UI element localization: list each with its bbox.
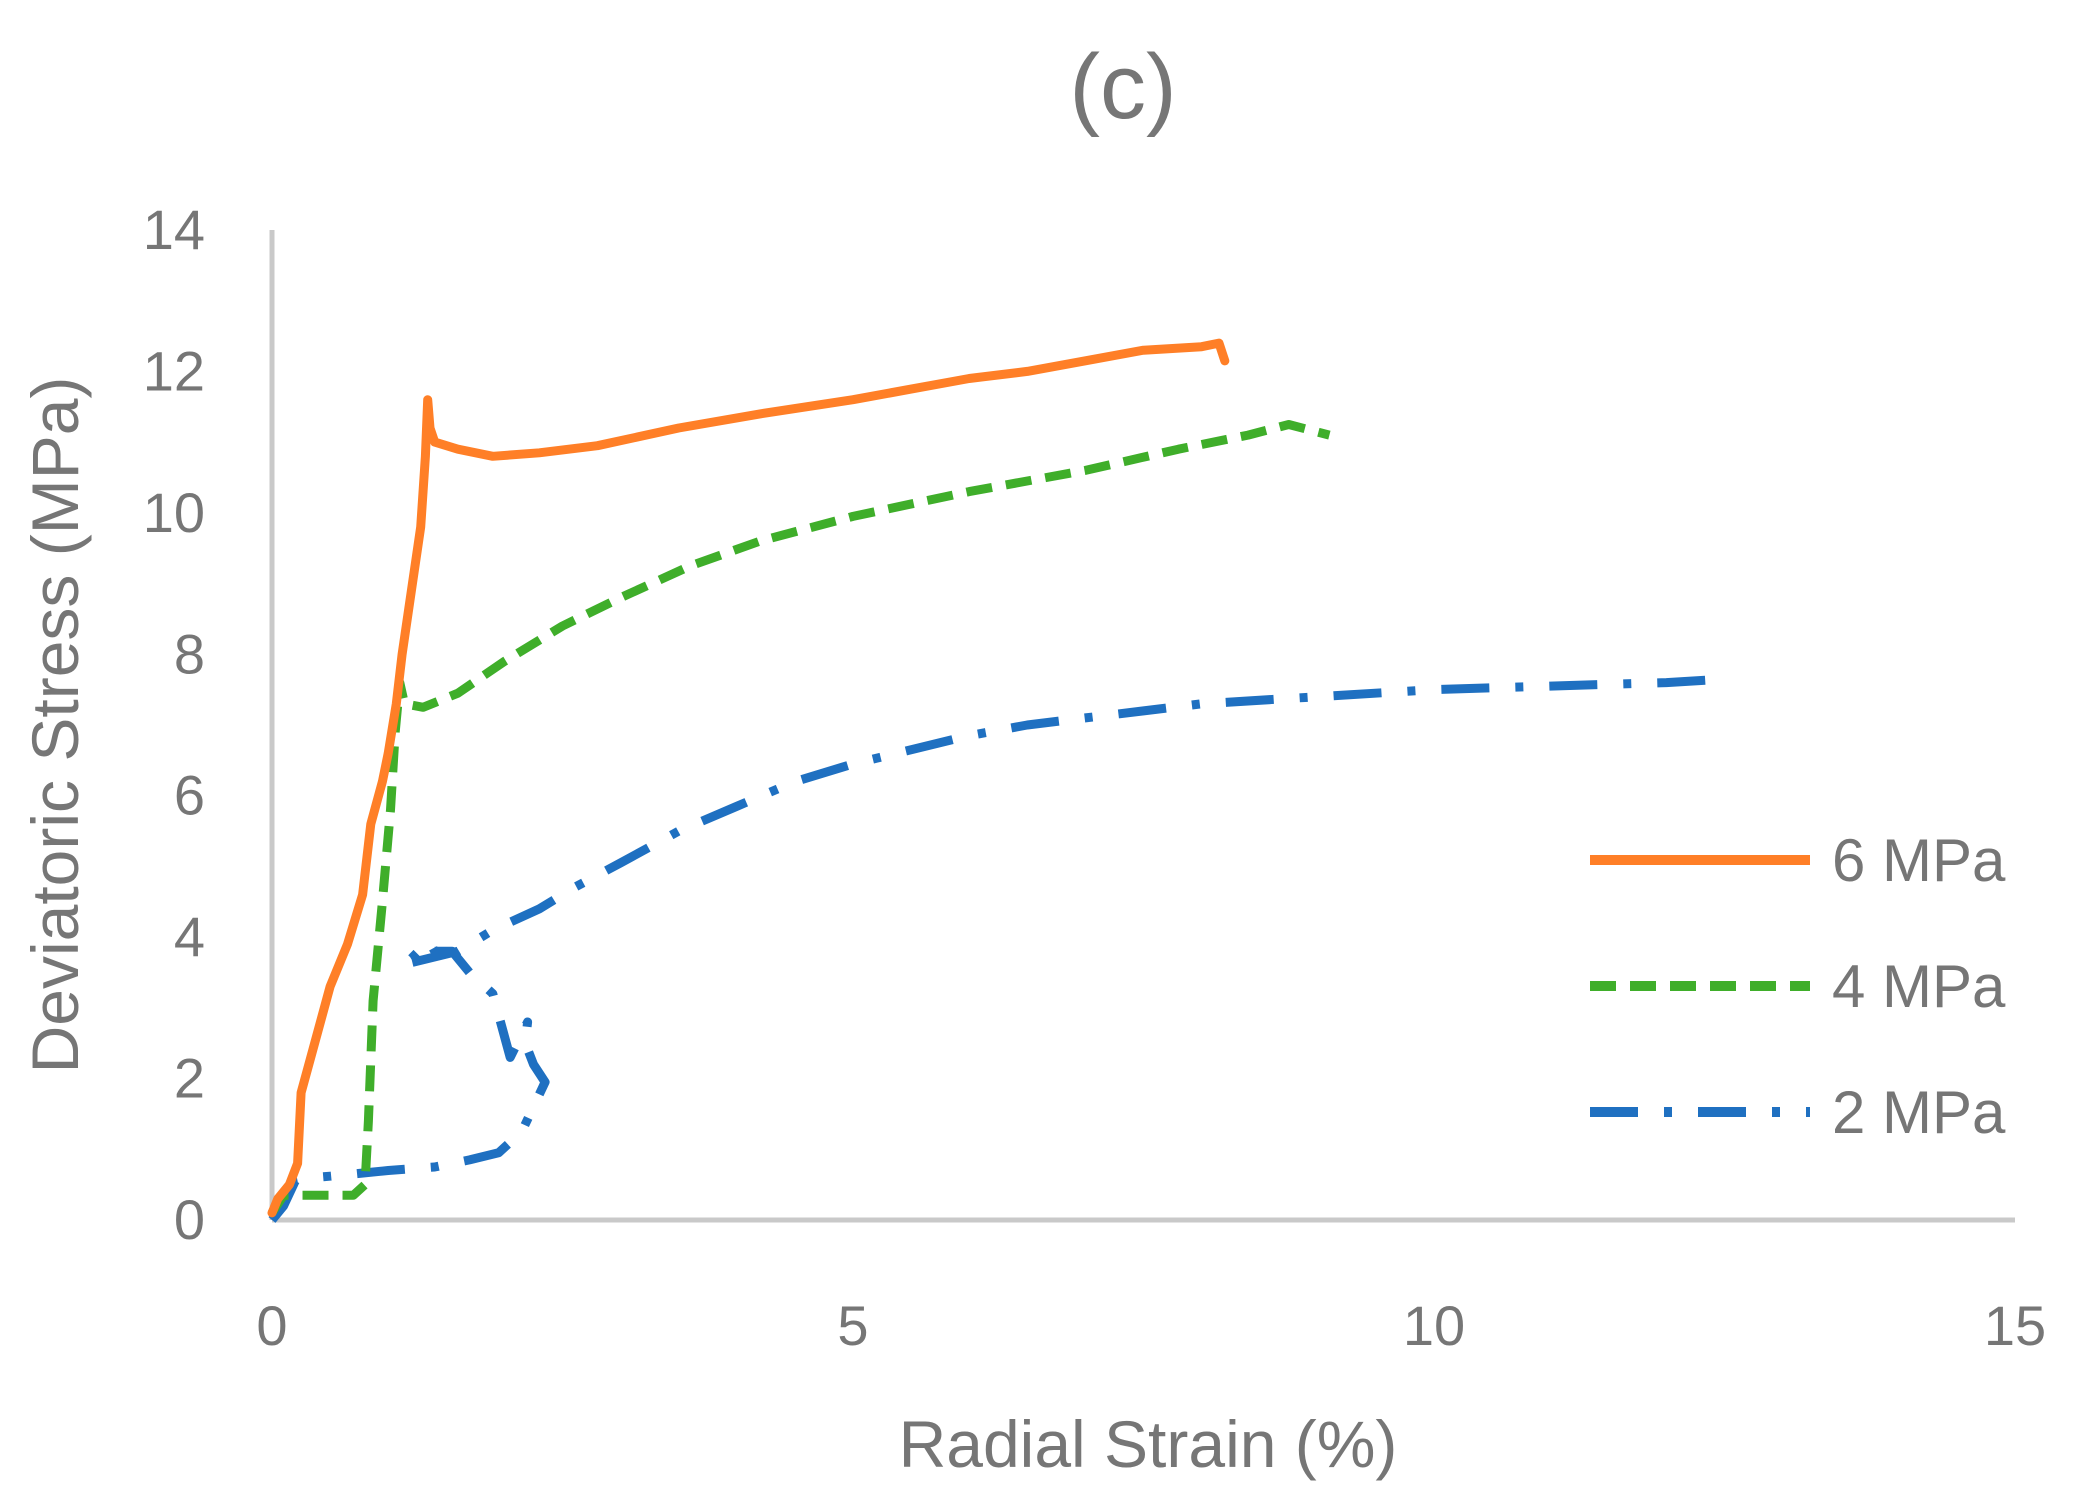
legend: 6 MPa 4 MPa 2 MPa <box>1590 827 2006 1146</box>
series-line-6-mpa <box>267 338 1230 1218</box>
y-tick-label: 4 <box>174 905 205 968</box>
chart-title: (c) <box>1069 36 1176 138</box>
x-axis-title: Radial Strain (%) <box>899 1407 1398 1481</box>
y-tick-label: 0 <box>174 1188 205 1251</box>
series-line-2-mpa <box>268 674 1725 1223</box>
legend-label: 4 MPa <box>1832 953 2006 1020</box>
y-tick-labels: 0 2 4 6 8 10 12 14 <box>143 198 205 1251</box>
y-tick-label: 14 <box>143 198 205 261</box>
y-tick-label: 6 <box>174 764 205 827</box>
series-line-4-mpa <box>268 420 1331 1216</box>
x-tick-label: 10 <box>1403 1294 1465 1357</box>
x-tick-label: 15 <box>1984 1294 2046 1357</box>
y-tick-label: 2 <box>174 1047 205 1110</box>
legend-label: 2 MPa <box>1832 1079 2006 1146</box>
y-tick-label: 10 <box>143 481 205 544</box>
legend-label: 6 MPa <box>1832 827 2006 894</box>
y-tick-label: 12 <box>143 339 205 402</box>
x-tick-label: 5 <box>837 1294 868 1357</box>
x-tick-labels: 0 5 10 15 <box>256 1294 2046 1357</box>
x-tick-label: 0 <box>256 1294 287 1357</box>
y-tick-label: 8 <box>174 622 205 685</box>
y-axis-title: Deviatoric Stress (MPa) <box>18 377 92 1074</box>
series-layer <box>267 338 1725 1223</box>
